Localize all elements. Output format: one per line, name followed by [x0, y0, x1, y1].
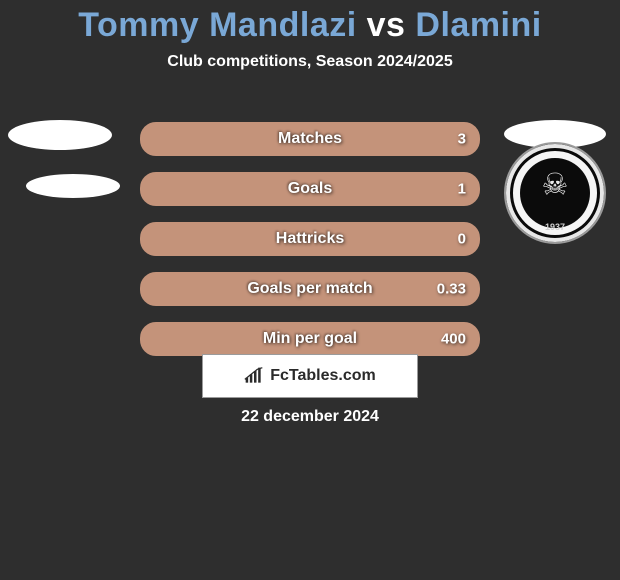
- left-placeholder-1: [8, 120, 112, 150]
- stat-bar-hattricks: Hattricks 0: [140, 222, 480, 256]
- stat-bar-gpm: Goals per match 0.33: [140, 272, 480, 306]
- bar-chart-icon: [244, 367, 264, 385]
- brand-label: FcTables.com: [270, 367, 376, 385]
- stat-right-value: 3: [458, 131, 466, 148]
- skull-icon: ☠: [542, 168, 569, 203]
- crest-year: 1937: [545, 222, 565, 232]
- stat-right-value: 1: [458, 181, 466, 198]
- team-crest: ☠ 1937: [504, 142, 606, 244]
- infographic-root: Tommy Mandlazi vs Dlamini Club competiti…: [0, 0, 620, 580]
- stat-bar-goals: Goals 1: [140, 172, 480, 206]
- vs-label: vs: [367, 6, 406, 44]
- brand-box: FcTables.com: [202, 354, 418, 398]
- player1-name: Tommy Mandlazi: [78, 6, 356, 44]
- stat-bar-matches: Matches 3: [140, 122, 480, 156]
- right-badge-group: ☠ 1937: [500, 120, 610, 244]
- stat-label: Min per goal: [263, 330, 357, 348]
- stat-label: Matches: [278, 130, 342, 148]
- left-placeholder-2: [26, 174, 120, 198]
- stat-bar-mpg: Min per goal 400: [140, 322, 480, 356]
- stat-label: Goals: [288, 180, 332, 198]
- stat-label: Hattricks: [276, 230, 344, 248]
- left-placeholder-group: [8, 120, 118, 222]
- player2-name: Dlamini: [415, 6, 541, 44]
- page-title: Tommy Mandlazi vs Dlamini: [0, 0, 620, 45]
- stat-right-value: 0.33: [437, 281, 466, 298]
- subtitle: Club competitions, Season 2024/2025: [0, 53, 620, 71]
- stat-right-value: 0: [458, 231, 466, 248]
- footer-date: 22 december 2024: [0, 408, 620, 426]
- stat-label: Goals per match: [247, 280, 372, 298]
- stat-bars: Matches 3 Goals 1 Hattricks 0 Goals per …: [140, 122, 480, 372]
- stat-right-value: 400: [441, 331, 466, 348]
